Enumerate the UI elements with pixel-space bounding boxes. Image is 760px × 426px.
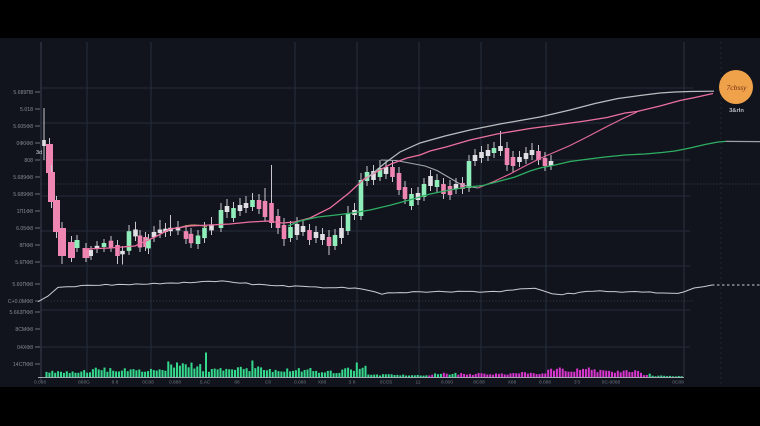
svg-text:0СО5: 0СО5 [380, 380, 393, 386]
svg-text:8 8: 8 8 [112, 380, 119, 386]
svg-text:5.689Ф8: 5.689Ф8 [13, 175, 33, 181]
svg-text:3d: 3d [36, 150, 42, 156]
svg-text:868G: 868G [78, 380, 90, 386]
svg-text:С8: С8 [265, 380, 271, 386]
svg-text:Х88: Х88 [508, 380, 517, 386]
svg-text:5.018: 5.018 [20, 107, 33, 113]
svg-text:З 8: З 8 [349, 380, 356, 386]
svg-text:5.АС: 5.АС [200, 380, 211, 386]
svg-text:1П1Ф8: 1П1Ф8 [17, 209, 33, 215]
svg-text:0.088: 0.088 [34, 380, 46, 386]
svg-text:5.6ПФ8: 5.6ПФ8 [15, 260, 33, 266]
svg-text:0Ф0Ф8: 0Ф0Ф8 [16, 141, 33, 147]
svg-text:5.663ПФ8: 5.663ПФ8 [9, 310, 33, 316]
svg-text:3&rIn: 3&rIn [729, 108, 744, 114]
svg-text:0С-9068: 0С-9068 [602, 380, 621, 386]
svg-text:3'3: 3'3 [574, 380, 581, 386]
svg-text:8С88: 8С88 [473, 380, 485, 386]
svg-text:8СМФ8: 8СМФ8 [15, 327, 33, 333]
svg-text:7cbssy: 7cbssy [727, 83, 748, 92]
svg-text:11: 11 [416, 380, 421, 386]
svg-text:14СПФ8: 14СПФ8 [13, 362, 33, 368]
svg-text:808: 808 [24, 158, 33, 164]
svg-text:8.000: 8.000 [441, 380, 453, 386]
svg-text:6.05Ф8: 6.05Ф8 [16, 226, 33, 232]
svg-text:88: 88 [234, 380, 240, 386]
svg-text:5.60ПФ8: 5.60ПФ8 [12, 282, 33, 288]
svg-text:0С88: 0С88 [672, 380, 684, 386]
svg-text:5.689П8: 5.689П8 [13, 90, 33, 96]
svg-text:0С88: 0С88 [142, 380, 154, 386]
svg-text:5.605Ф8: 5.605Ф8 [13, 124, 33, 130]
svg-text:С+0.0МФ8: С+0.0МФ8 [8, 299, 33, 305]
svg-text:5.689Ф8: 5.689Ф8 [13, 192, 33, 198]
svg-text:Х88: Х88 [318, 380, 327, 386]
svg-text:0.688: 0.688 [169, 380, 181, 386]
svg-text:0.088: 0.088 [294, 380, 306, 386]
svg-text:8ПФ8: 8ПФ8 [20, 243, 34, 249]
svg-text:04ХФ8: 04ХФ8 [17, 345, 33, 351]
svg-text:8.088: 8.088 [539, 380, 551, 386]
